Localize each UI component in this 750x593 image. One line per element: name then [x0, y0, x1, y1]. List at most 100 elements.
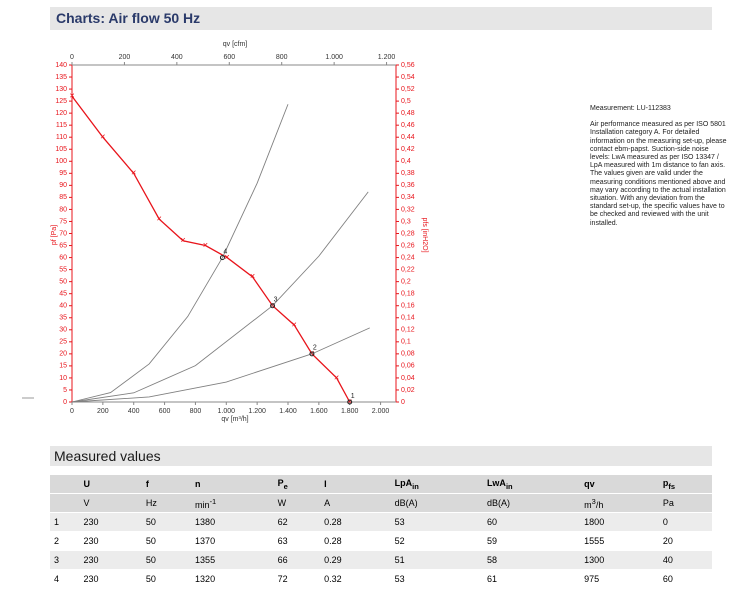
y2-tick-label: 0,22	[401, 266, 415, 273]
marker: ✕	[180, 238, 186, 245]
operating-point-label: 2	[313, 345, 317, 352]
cell-text: P	[277, 477, 284, 488]
y2-tick-label: 0,52	[401, 86, 415, 93]
cell-text: Hz	[145, 498, 157, 508]
cell-text: min	[195, 499, 210, 510]
y-tick-label: 90	[59, 182, 67, 189]
marker: ✕	[131, 170, 137, 177]
y-tick-label: 65	[59, 242, 67, 249]
cell: 1300	[580, 550, 659, 570]
cell: 50	[141, 569, 192, 589]
x2-tick-label: 1.200	[378, 54, 396, 61]
marker: ✕	[156, 216, 162, 223]
cell-text: LpA	[394, 477, 413, 488]
note-line: information on the measuring set-up, ple…	[590, 137, 727, 145]
y2-tick-label: 0,04	[401, 375, 415, 382]
cell: 53	[390, 569, 483, 589]
y2-axis-label: pfs [inH2O]	[421, 217, 428, 252]
y2-tick-label: 0,44	[401, 134, 415, 141]
data-row: 4 230 50 1320 72 0.32 53 61 975 60	[50, 569, 712, 589]
cell: 1320	[191, 569, 274, 589]
y-tick-label: 135	[55, 74, 67, 81]
marker: ✕	[100, 134, 106, 141]
x2-tick-label: 800	[276, 54, 288, 61]
y-tick-label: 125	[55, 98, 67, 105]
y-tick-label: 25	[59, 339, 67, 346]
y2-tick-label: 0,06	[401, 363, 415, 370]
cell: 72	[273, 569, 321, 589]
cell: 63	[273, 531, 321, 551]
y-tick-label: 70	[59, 230, 67, 237]
y2-tick-label: 0,38	[401, 170, 415, 177]
data-row: 1 230 50 1380 62 0.28 53 60 1800 0	[50, 512, 712, 532]
y2-tick-label: 0,2	[401, 278, 411, 285]
y-tick-label: 20	[59, 351, 67, 358]
operating-point	[270, 303, 276, 309]
operating-point-label: 3	[274, 297, 278, 304]
note-line: Installation category A. For detailed	[590, 129, 700, 137]
series-line	[71, 327, 370, 403]
y2-tick-label: 0,54	[401, 74, 415, 81]
marker: ✕	[69, 93, 75, 100]
marker: ✕	[291, 322, 297, 329]
data-row: 3 230 50 1355 66 0.29 51 58 1300 40	[50, 550, 712, 570]
cell: 61	[482, 569, 581, 589]
cell: 50	[141, 531, 192, 551]
header-cell: n	[191, 475, 274, 494]
header-cell: dB(A)	[482, 493, 581, 513]
x2-tick-label: 0	[70, 54, 74, 61]
y-tick-label: 40	[59, 303, 67, 310]
cell: 230	[79, 550, 142, 570]
y-tick-label: 10	[59, 375, 67, 382]
y2-tick-label: 0,56	[401, 62, 415, 69]
note-line: contact ebm-papst. Suction-side noise	[590, 145, 709, 153]
y-tick-label: 60	[59, 254, 67, 261]
cell-text: dB(A)	[486, 498, 510, 508]
x-tick-label: 600	[159, 408, 171, 415]
cell: 1	[50, 512, 80, 532]
y2-tick-label: 0,34	[401, 194, 415, 201]
y-tick-label: 75	[59, 218, 67, 225]
header-cell	[50, 493, 80, 513]
cell: 3	[50, 550, 80, 570]
cell: 2	[50, 531, 80, 551]
header-cell: Pa	[658, 493, 712, 513]
cell-text: dB(A)	[394, 498, 418, 508]
note-line: be checked and reviewed with the unit	[590, 211, 709, 219]
y2-tick-label: 0,46	[401, 122, 415, 129]
y2-tick-label: 0,48	[401, 110, 415, 117]
cell: 60	[482, 512, 581, 532]
note-line: measuring conditions mentioned above and	[590, 178, 726, 186]
header-cell: Hz	[141, 493, 192, 513]
x2-axis-label: qv [cfm]	[223, 41, 248, 48]
x-tick-label: 1.200	[248, 408, 266, 415]
y-tick-label: 100	[55, 158, 67, 165]
cell: 1370	[191, 531, 274, 551]
note-line: LpA measured with 1m distance to fan axi…	[590, 162, 726, 170]
y-tick-label: 5	[63, 387, 67, 394]
operating-point	[309, 351, 315, 357]
y2-tick-label: 0,14	[401, 315, 415, 322]
operating-point-label: 4	[223, 248, 227, 255]
header-cell: V	[79, 493, 142, 513]
marker: ✕	[203, 242, 209, 249]
cell: 20	[658, 531, 712, 551]
y-tick-label: 95	[59, 170, 67, 177]
header-cell: A	[320, 493, 391, 513]
y-tick-label: 85	[59, 194, 67, 201]
y2-tick-label: 0,28	[401, 230, 415, 237]
y2-tick-label: 0,5	[401, 98, 411, 105]
section-title: Measured values	[50, 446, 712, 466]
cell: 62	[273, 512, 321, 532]
cell-sub: in	[505, 481, 513, 491]
cell-text: I	[324, 479, 327, 489]
y-tick-label: 0	[63, 399, 67, 406]
x2-tick-label: 200	[119, 54, 131, 61]
cell: 0.29	[320, 550, 391, 570]
y2-tick-label: 0,1	[401, 339, 411, 346]
y-tick-label: 140	[55, 62, 67, 69]
y-tick-label: 55	[59, 266, 67, 273]
x-tick-label: 400	[128, 408, 140, 415]
cell-sup: -1	[209, 496, 217, 506]
